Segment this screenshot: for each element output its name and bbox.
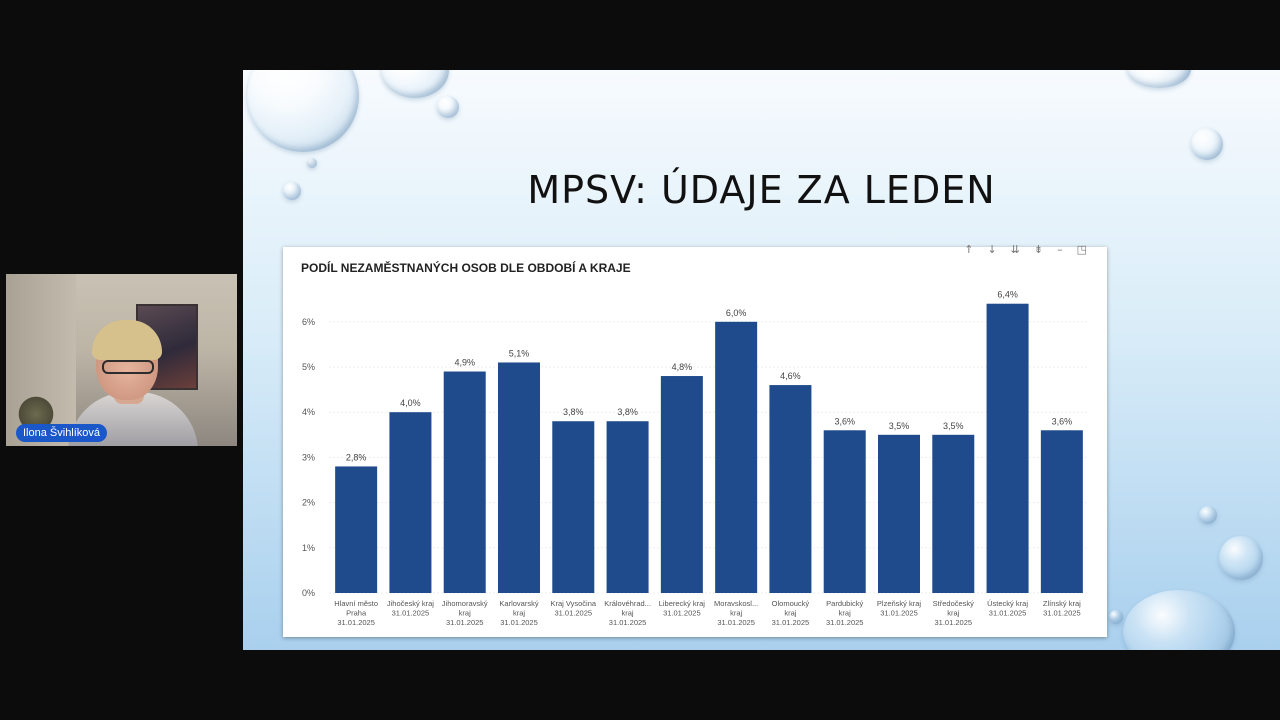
bar	[389, 412, 432, 593]
data-label: 6,0%	[726, 308, 747, 318]
bar	[878, 434, 920, 593]
bar-chart: 0%1%2%3%4%5%6%2,8%Hlavní městoPraha31.01…	[302, 290, 1089, 627]
bar	[823, 430, 866, 593]
water-drop-decoration	[1219, 536, 1263, 580]
x-tick-label: kraj	[622, 609, 634, 618]
x-tick-label: Moravskosl...	[714, 599, 758, 608]
bar	[606, 421, 649, 593]
water-drop-decoration	[1123, 590, 1235, 650]
x-tick-label: kraj	[839, 609, 851, 618]
x-tick-label: 31.01.2025	[717, 618, 755, 627]
x-tick-label: Středočeský	[933, 599, 975, 608]
y-tick-label: 4%	[302, 407, 315, 417]
chart-card: ↑↓⇊⇟–◳ PODÍL NEZAMĚSTNANÝCH OSOB DLE OBD…	[283, 243, 1107, 637]
data-label: 4,8%	[672, 362, 693, 372]
x-tick-label: 31.01.2025	[826, 618, 864, 627]
chart-title: PODÍL NEZAMĚSTNANÝCH OSOB DLE OBDOBÍ A K…	[301, 261, 631, 275]
bar	[660, 376, 703, 593]
x-tick-label: Ústecký kraj	[987, 599, 1028, 608]
water-drop-decoration	[1109, 610, 1123, 624]
arrow-up-icon[interactable]: ↑	[964, 243, 988, 256]
data-label: 6,4%	[997, 290, 1018, 300]
x-tick-label: 31.01.2025	[1043, 609, 1081, 618]
participant-name-badge: Ilona Švihlíková	[16, 424, 108, 442]
participant-glasses	[102, 360, 154, 374]
data-label: 3,6%	[1052, 416, 1073, 426]
data-label: 3,8%	[563, 407, 584, 417]
x-tick-label: 31.01.2025	[337, 618, 375, 627]
x-tick-label: 31.01.2025	[555, 609, 593, 618]
arrow-down-icon[interactable]: ↓	[987, 243, 1011, 256]
water-drop-decoration	[381, 70, 449, 98]
data-label: 4,0%	[400, 398, 421, 408]
bar	[498, 362, 540, 593]
x-tick-label: 31.01.2025	[446, 618, 484, 627]
x-tick-label: kraj	[459, 609, 471, 618]
expand-all-icon[interactable]: ⇟	[1033, 243, 1058, 256]
x-tick-label: kraj	[947, 609, 959, 618]
water-drop-decoration	[1127, 70, 1191, 88]
bar	[715, 321, 758, 593]
data-label: 2,8%	[346, 452, 367, 462]
bar	[552, 421, 595, 593]
water-drop-decoration	[437, 96, 459, 118]
x-tick-label: 31.01.2025	[392, 609, 430, 618]
x-tick-label: kraj	[513, 609, 525, 618]
y-tick-label: 3%	[302, 452, 315, 462]
filter-icon[interactable]: –	[1057, 243, 1077, 256]
water-drop-decoration	[1199, 506, 1217, 524]
water-drop-decoration	[307, 158, 317, 168]
x-tick-label: 31.01.2025	[609, 618, 647, 627]
bar	[932, 434, 975, 593]
data-label: 3,6%	[834, 416, 855, 426]
bar	[443, 371, 486, 593]
x-tick-label: kraj	[730, 609, 742, 618]
x-tick-label: Hlavní město	[334, 599, 378, 608]
y-tick-label: 0%	[302, 588, 315, 598]
x-tick-label: 31.01.2025	[500, 618, 538, 627]
x-tick-label: Pardubický	[826, 599, 863, 608]
bar	[1040, 430, 1083, 593]
x-tick-label: Kraj Vysočina	[550, 599, 596, 608]
x-tick-label: Plzeňský kraj	[877, 599, 922, 608]
bar	[335, 466, 378, 593]
x-tick-label: Liberecký kraj	[659, 599, 706, 608]
x-tick-label: 31.01.2025	[772, 618, 810, 627]
x-tick-label: Olomoucký	[772, 599, 810, 608]
bar	[769, 385, 812, 593]
focus-mode-icon[interactable]: ◳	[1076, 243, 1101, 256]
x-tick-label: Karlovarský	[499, 599, 538, 608]
y-tick-label: 1%	[302, 543, 315, 553]
water-drop-decoration	[1191, 128, 1223, 160]
x-tick-label: 31.01.2025	[880, 609, 918, 618]
data-label: 4,9%	[454, 358, 475, 368]
x-tick-label: 31.01.2025	[935, 618, 973, 627]
data-label: 3,5%	[889, 421, 910, 431]
y-tick-label: 6%	[302, 317, 315, 327]
x-tick-label: Praha	[346, 609, 367, 618]
x-tick-label: Zlínský kraj	[1043, 599, 1081, 608]
presentation-slide: MPSV: ÚDAJE ZA LEDEN ↑↓⇊⇟–◳ PODÍL NEZAMĚ…	[243, 70, 1280, 650]
data-label: 3,8%	[617, 407, 638, 417]
y-tick-label: 2%	[302, 498, 315, 508]
data-label: 4,6%	[780, 371, 801, 381]
water-drop-decoration	[247, 70, 359, 152]
x-tick-label: kraj	[784, 609, 796, 618]
y-tick-label: 5%	[302, 362, 315, 372]
drill-down-icon[interactable]: ⇊	[1010, 243, 1034, 256]
x-tick-label: Královéhrad...	[604, 599, 651, 608]
water-drop-decoration	[283, 182, 301, 200]
participant-hair	[92, 320, 162, 360]
data-label: 5,1%	[509, 348, 530, 358]
data-label: 3,5%	[943, 421, 964, 431]
x-tick-label: Jihomoravský	[442, 599, 488, 608]
x-tick-label: Jihočeský kraj	[387, 599, 434, 608]
slide-title: MPSV: ÚDAJE ZA LEDEN	[527, 168, 996, 212]
chart-toolbar: ↑↓⇊⇟–◳	[964, 243, 1101, 256]
x-tick-label: 31.01.2025	[989, 609, 1027, 618]
x-tick-label: 31.01.2025	[663, 609, 701, 618]
participant-video[interactable]: Ilona Švihlíková	[6, 274, 237, 446]
bar	[986, 303, 1029, 593]
